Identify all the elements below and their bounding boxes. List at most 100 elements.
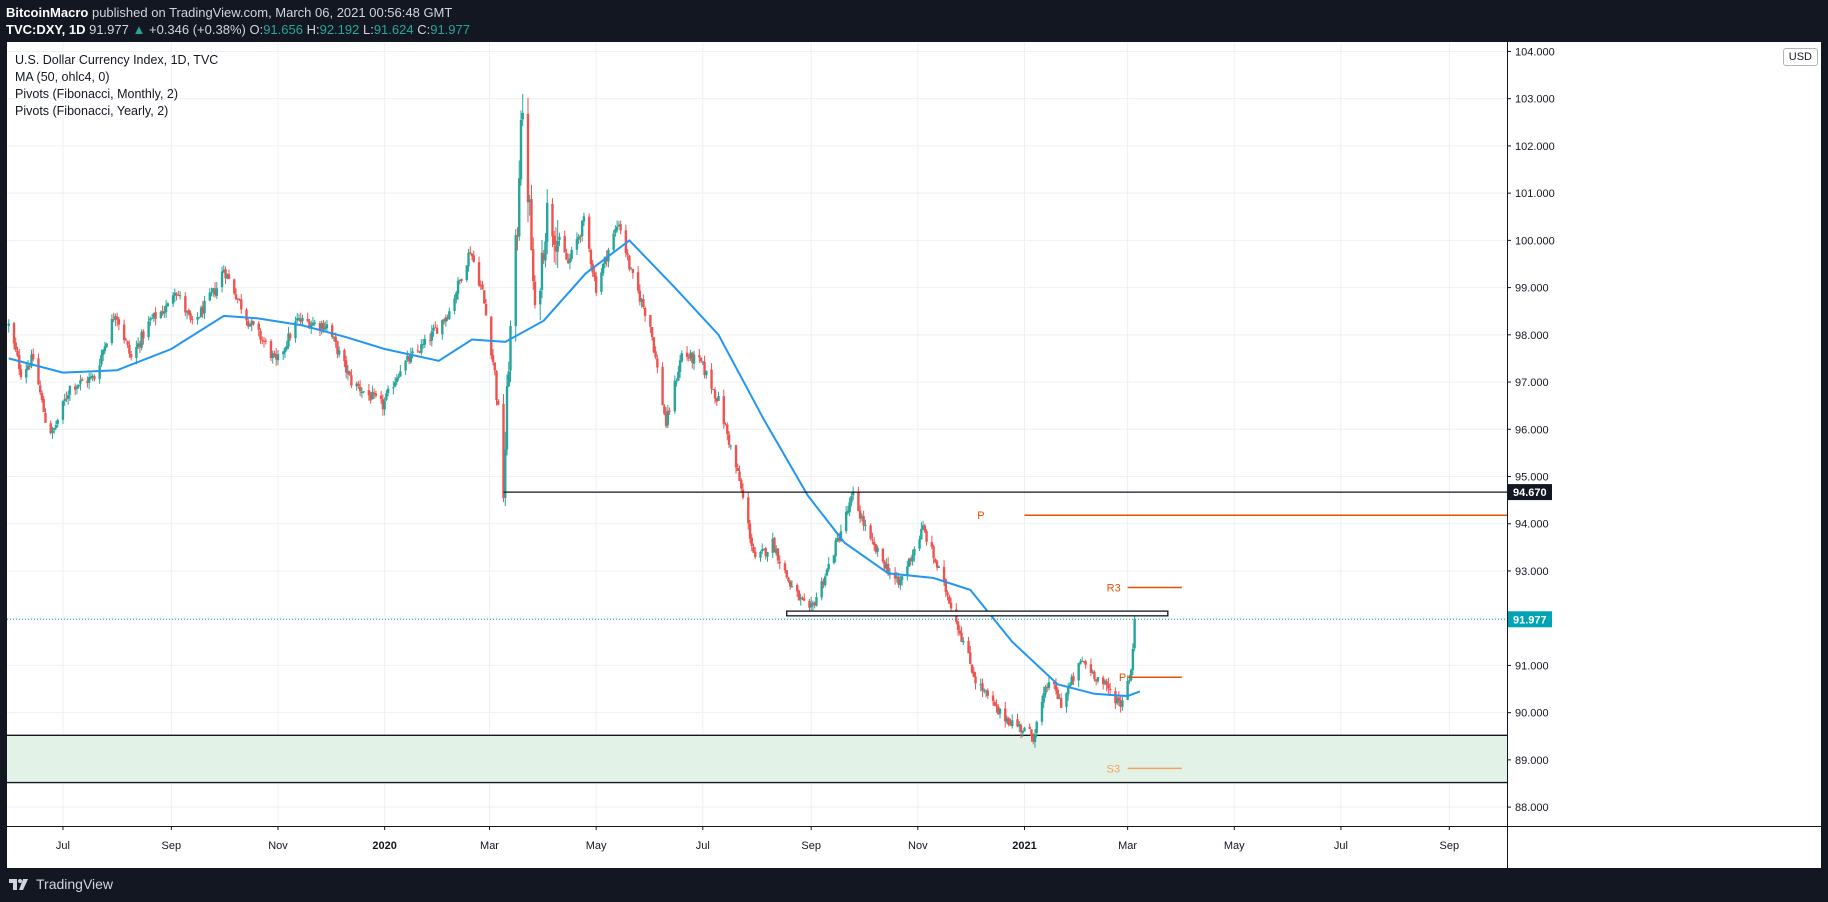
candle-body [713, 390, 717, 399]
candle-body [565, 252, 568, 260]
candle-body [98, 365, 101, 379]
candle-body [761, 549, 764, 552]
y-axis-tick-label: 99.000 [1515, 283, 1549, 295]
ma-line [8, 239, 1141, 698]
candle-body [551, 203, 554, 237]
candle-body [1072, 676, 1075, 682]
legend-ma[interactable]: MA (50, ohlc4, 0) [15, 70, 110, 84]
ohlc-bar: TVC:DXY, 1D 91.977 ▲ +0.346 (+0.38%) O:9… [6, 22, 470, 37]
candle-body [484, 304, 488, 316]
candle-body [629, 268, 633, 270]
candle-body [1108, 689, 1112, 691]
candle-body [184, 296, 187, 313]
candle-body [77, 384, 80, 387]
currency-button[interactable]: USD [1782, 48, 1818, 66]
candle-body [921, 525, 925, 530]
candle-body [455, 292, 458, 300]
candle-body [998, 708, 1002, 714]
candle-body [664, 413, 668, 427]
candle-body [227, 274, 231, 279]
candle-body [477, 262, 481, 286]
candle-body [1082, 661, 1086, 663]
candle-body [754, 551, 757, 558]
candle-body [161, 310, 164, 315]
candle-body [129, 353, 133, 358]
candle-body [285, 345, 288, 350]
candle-body [114, 316, 117, 320]
candle-body [19, 369, 23, 378]
candle-body [948, 596, 951, 604]
candle-body [332, 337, 336, 339]
candle-body [509, 325, 512, 371]
candle-body [701, 361, 705, 363]
candle-body [1091, 671, 1094, 673]
candle-body [465, 265, 468, 281]
price-chart[interactable]: PR3PS388.00089.00090.00091.00092.00093.0… [7, 42, 1821, 868]
candle-body [554, 245, 558, 252]
legend-pivots-monthly[interactable]: Pivots (Fibonacci, Monthly, 2) [15, 87, 179, 101]
y-axis-tick-label: 97.000 [1515, 377, 1549, 389]
candle-body [309, 324, 313, 329]
candle-body [750, 537, 753, 546]
candle-body [68, 385, 72, 395]
candle-body [514, 235, 517, 327]
candle-body [796, 585, 799, 592]
candle-body [395, 378, 399, 382]
candle-body [343, 350, 346, 362]
y-axis-tick-label: 102.000 [1515, 141, 1555, 153]
candle-body [189, 313, 192, 320]
candle-body [638, 290, 642, 302]
tradingview-logo[interactable]: TradingView [8, 876, 113, 892]
candle-body [946, 592, 949, 596]
candle-body [287, 333, 290, 347]
candle-body [1096, 677, 1100, 682]
candle-body [330, 325, 334, 337]
candle-body [1121, 700, 1124, 707]
candle-body [1119, 700, 1122, 707]
candle-body [580, 220, 584, 237]
candle-body [1054, 684, 1058, 691]
candle-body [273, 353, 276, 355]
candle-body [675, 381, 678, 383]
price-label-box [1508, 484, 1552, 501]
legend-pivots-yearly[interactable]: Pivots (Fibonacci, Yearly, 2) [15, 104, 169, 118]
legend-title[interactable]: U.S. Dollar Currency Index, 1D, TVC [15, 53, 219, 67]
candle-body [783, 563, 787, 571]
candle-body [872, 541, 876, 546]
candle-body [379, 395, 383, 399]
candle-body [539, 290, 542, 305]
candle-body [1033, 734, 1037, 743]
candle-body [269, 341, 273, 358]
candle-body [472, 255, 475, 262]
candle-body [518, 178, 521, 237]
x-axis-tick-label: Mar [480, 840, 499, 852]
candle-body [1021, 731, 1024, 733]
candle-body [981, 683, 984, 691]
candle-body [785, 570, 788, 578]
candle-body [1019, 725, 1023, 732]
candle-body [839, 531, 843, 542]
candle-body [28, 365, 31, 367]
candle-body [851, 491, 855, 496]
candle-body [906, 566, 909, 576]
candle-body [956, 621, 960, 630]
candle-body [710, 369, 713, 389]
publisher-name[interactable]: BitcoinMacro [6, 5, 89, 20]
chart-pane[interactable]: PR3PS388.00089.00090.00091.00092.00093.0… [7, 42, 1821, 868]
candle-body [734, 445, 738, 468]
candle-body [470, 253, 474, 257]
candle-body [171, 295, 175, 304]
candle-body [135, 347, 138, 358]
candle-body [86, 380, 89, 383]
candle-body [220, 271, 224, 288]
support-rectangle [786, 610, 1169, 617]
candle-body [1047, 682, 1051, 689]
candle-body [296, 318, 299, 321]
x-axis-tick-label: 2020 [372, 840, 396, 852]
candle-body [334, 336, 337, 343]
candle-body [89, 376, 93, 379]
y-axis-tick-label: 89.000 [1515, 755, 1549, 767]
candle-body [397, 376, 400, 379]
candle-body [825, 569, 829, 576]
candle-body [1070, 676, 1073, 685]
